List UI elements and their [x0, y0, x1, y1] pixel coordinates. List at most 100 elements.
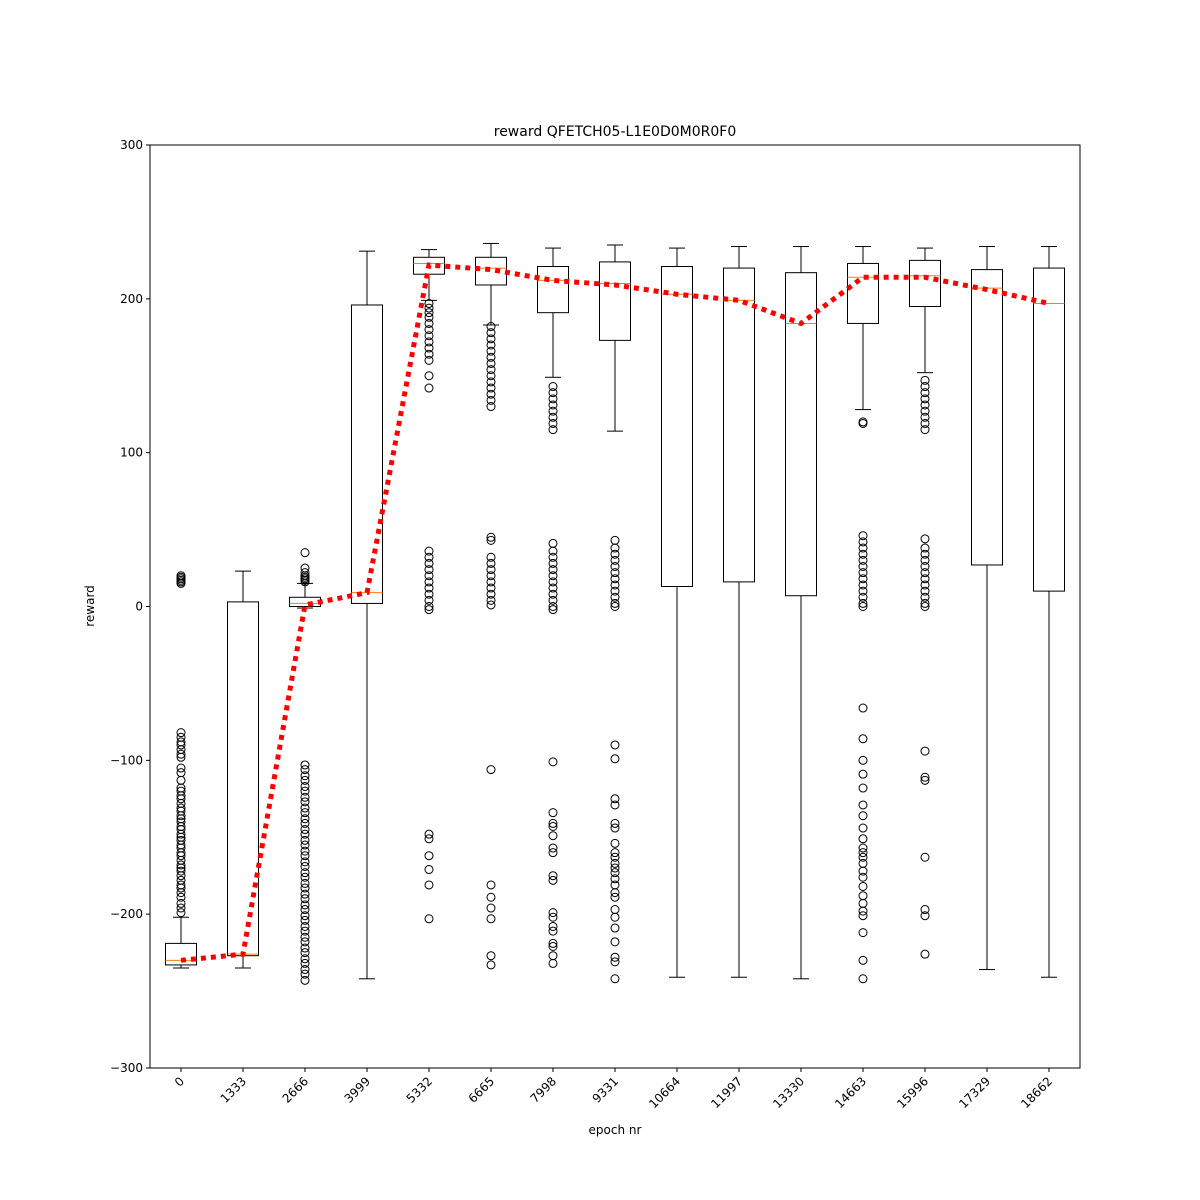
flier-point — [858, 848, 868, 858]
flier-point — [486, 765, 496, 775]
box-11997 — [723, 267, 755, 583]
flier-point — [486, 951, 496, 961]
flier-point — [858, 755, 868, 765]
flier-point — [858, 906, 868, 916]
flier-point — [486, 371, 496, 381]
flier-point — [486, 600, 496, 610]
flier-point — [920, 375, 930, 385]
flier-point — [548, 602, 558, 611]
flier-point — [176, 794, 186, 804]
flier-point — [176, 883, 186, 893]
flier-point — [610, 555, 620, 565]
flier-point — [610, 818, 620, 828]
flier-point — [300, 760, 310, 770]
flier-point — [424, 546, 434, 556]
flier-point — [548, 388, 558, 398]
flier-point — [424, 589, 434, 599]
flier-point — [548, 425, 558, 435]
flier-point — [858, 592, 868, 602]
flier-point — [176, 728, 186, 738]
flier-point — [920, 772, 930, 782]
flier-point — [610, 892, 620, 902]
flier-point — [300, 878, 310, 888]
flier-point — [424, 577, 434, 587]
flier-point — [858, 543, 868, 553]
flier-point — [424, 308, 434, 318]
flier-point — [858, 417, 868, 427]
flier-point — [548, 394, 558, 404]
flier-point — [486, 571, 496, 581]
flier-point — [486, 322, 496, 332]
flier-point — [300, 835, 310, 845]
flier-point — [858, 783, 868, 793]
flier-point — [176, 740, 186, 750]
flier-point — [300, 765, 310, 775]
flier-point — [548, 843, 558, 853]
box-15996 — [909, 259, 941, 308]
flier-point — [610, 874, 620, 884]
flier-point — [610, 852, 620, 862]
flier-point — [548, 589, 558, 599]
flier-point — [424, 383, 434, 393]
flier-point — [610, 574, 620, 584]
flier-point — [486, 389, 496, 399]
flier-point — [176, 860, 186, 870]
flier-point — [548, 552, 558, 562]
flier-point — [920, 555, 930, 565]
flier-point — [610, 823, 620, 833]
flier-point — [610, 974, 620, 984]
flier-point — [920, 586, 930, 596]
flier-point — [610, 863, 620, 873]
y-tick-label: 200 — [120, 292, 143, 306]
flier-point — [300, 818, 310, 828]
flier-point — [486, 377, 496, 387]
flier-point — [486, 565, 496, 575]
flier-point — [920, 388, 930, 398]
flier-point — [424, 318, 434, 328]
flier-point — [176, 851, 186, 861]
flier-point — [548, 406, 558, 416]
flier-point — [920, 425, 930, 435]
flier-point — [548, 848, 558, 858]
flier-point — [300, 781, 310, 791]
flier-point — [858, 531, 868, 541]
flier-point — [424, 303, 434, 313]
flier-point — [176, 892, 186, 902]
flier-point — [610, 794, 620, 804]
flier-point — [610, 848, 620, 858]
flier-point — [548, 938, 558, 948]
x-axis-label: epoch nr — [589, 1123, 642, 1137]
flier-point — [920, 534, 930, 544]
flier-point — [920, 580, 930, 590]
flier-point — [548, 583, 558, 593]
flier-point — [548, 546, 558, 556]
flier-point — [920, 911, 930, 921]
flier-point — [424, 298, 434, 308]
flier-point — [300, 786, 310, 796]
flier-point — [300, 792, 310, 802]
flier-point — [548, 831, 558, 841]
flier-point — [300, 883, 310, 893]
flier-point — [424, 337, 434, 347]
flier-point — [920, 775, 930, 785]
flier-point — [548, 577, 558, 587]
flier-point — [610, 952, 620, 962]
flier-point — [920, 852, 930, 862]
flier-point — [300, 851, 310, 861]
flier-point — [548, 821, 558, 831]
flier-point — [486, 903, 496, 913]
flier-point — [858, 811, 868, 821]
flier-point — [300, 894, 310, 904]
flier-point — [300, 868, 310, 878]
flier-point — [610, 602, 620, 611]
y-tick-label: −100 — [110, 753, 143, 767]
flier-point — [176, 571, 186, 581]
flier-point — [548, 418, 558, 428]
flier-point — [424, 343, 434, 353]
y-axis-label: reward — [83, 585, 97, 627]
flier-point — [424, 325, 434, 335]
flier-point — [920, 400, 930, 410]
flier-point — [610, 740, 620, 750]
flier-point — [176, 888, 186, 898]
